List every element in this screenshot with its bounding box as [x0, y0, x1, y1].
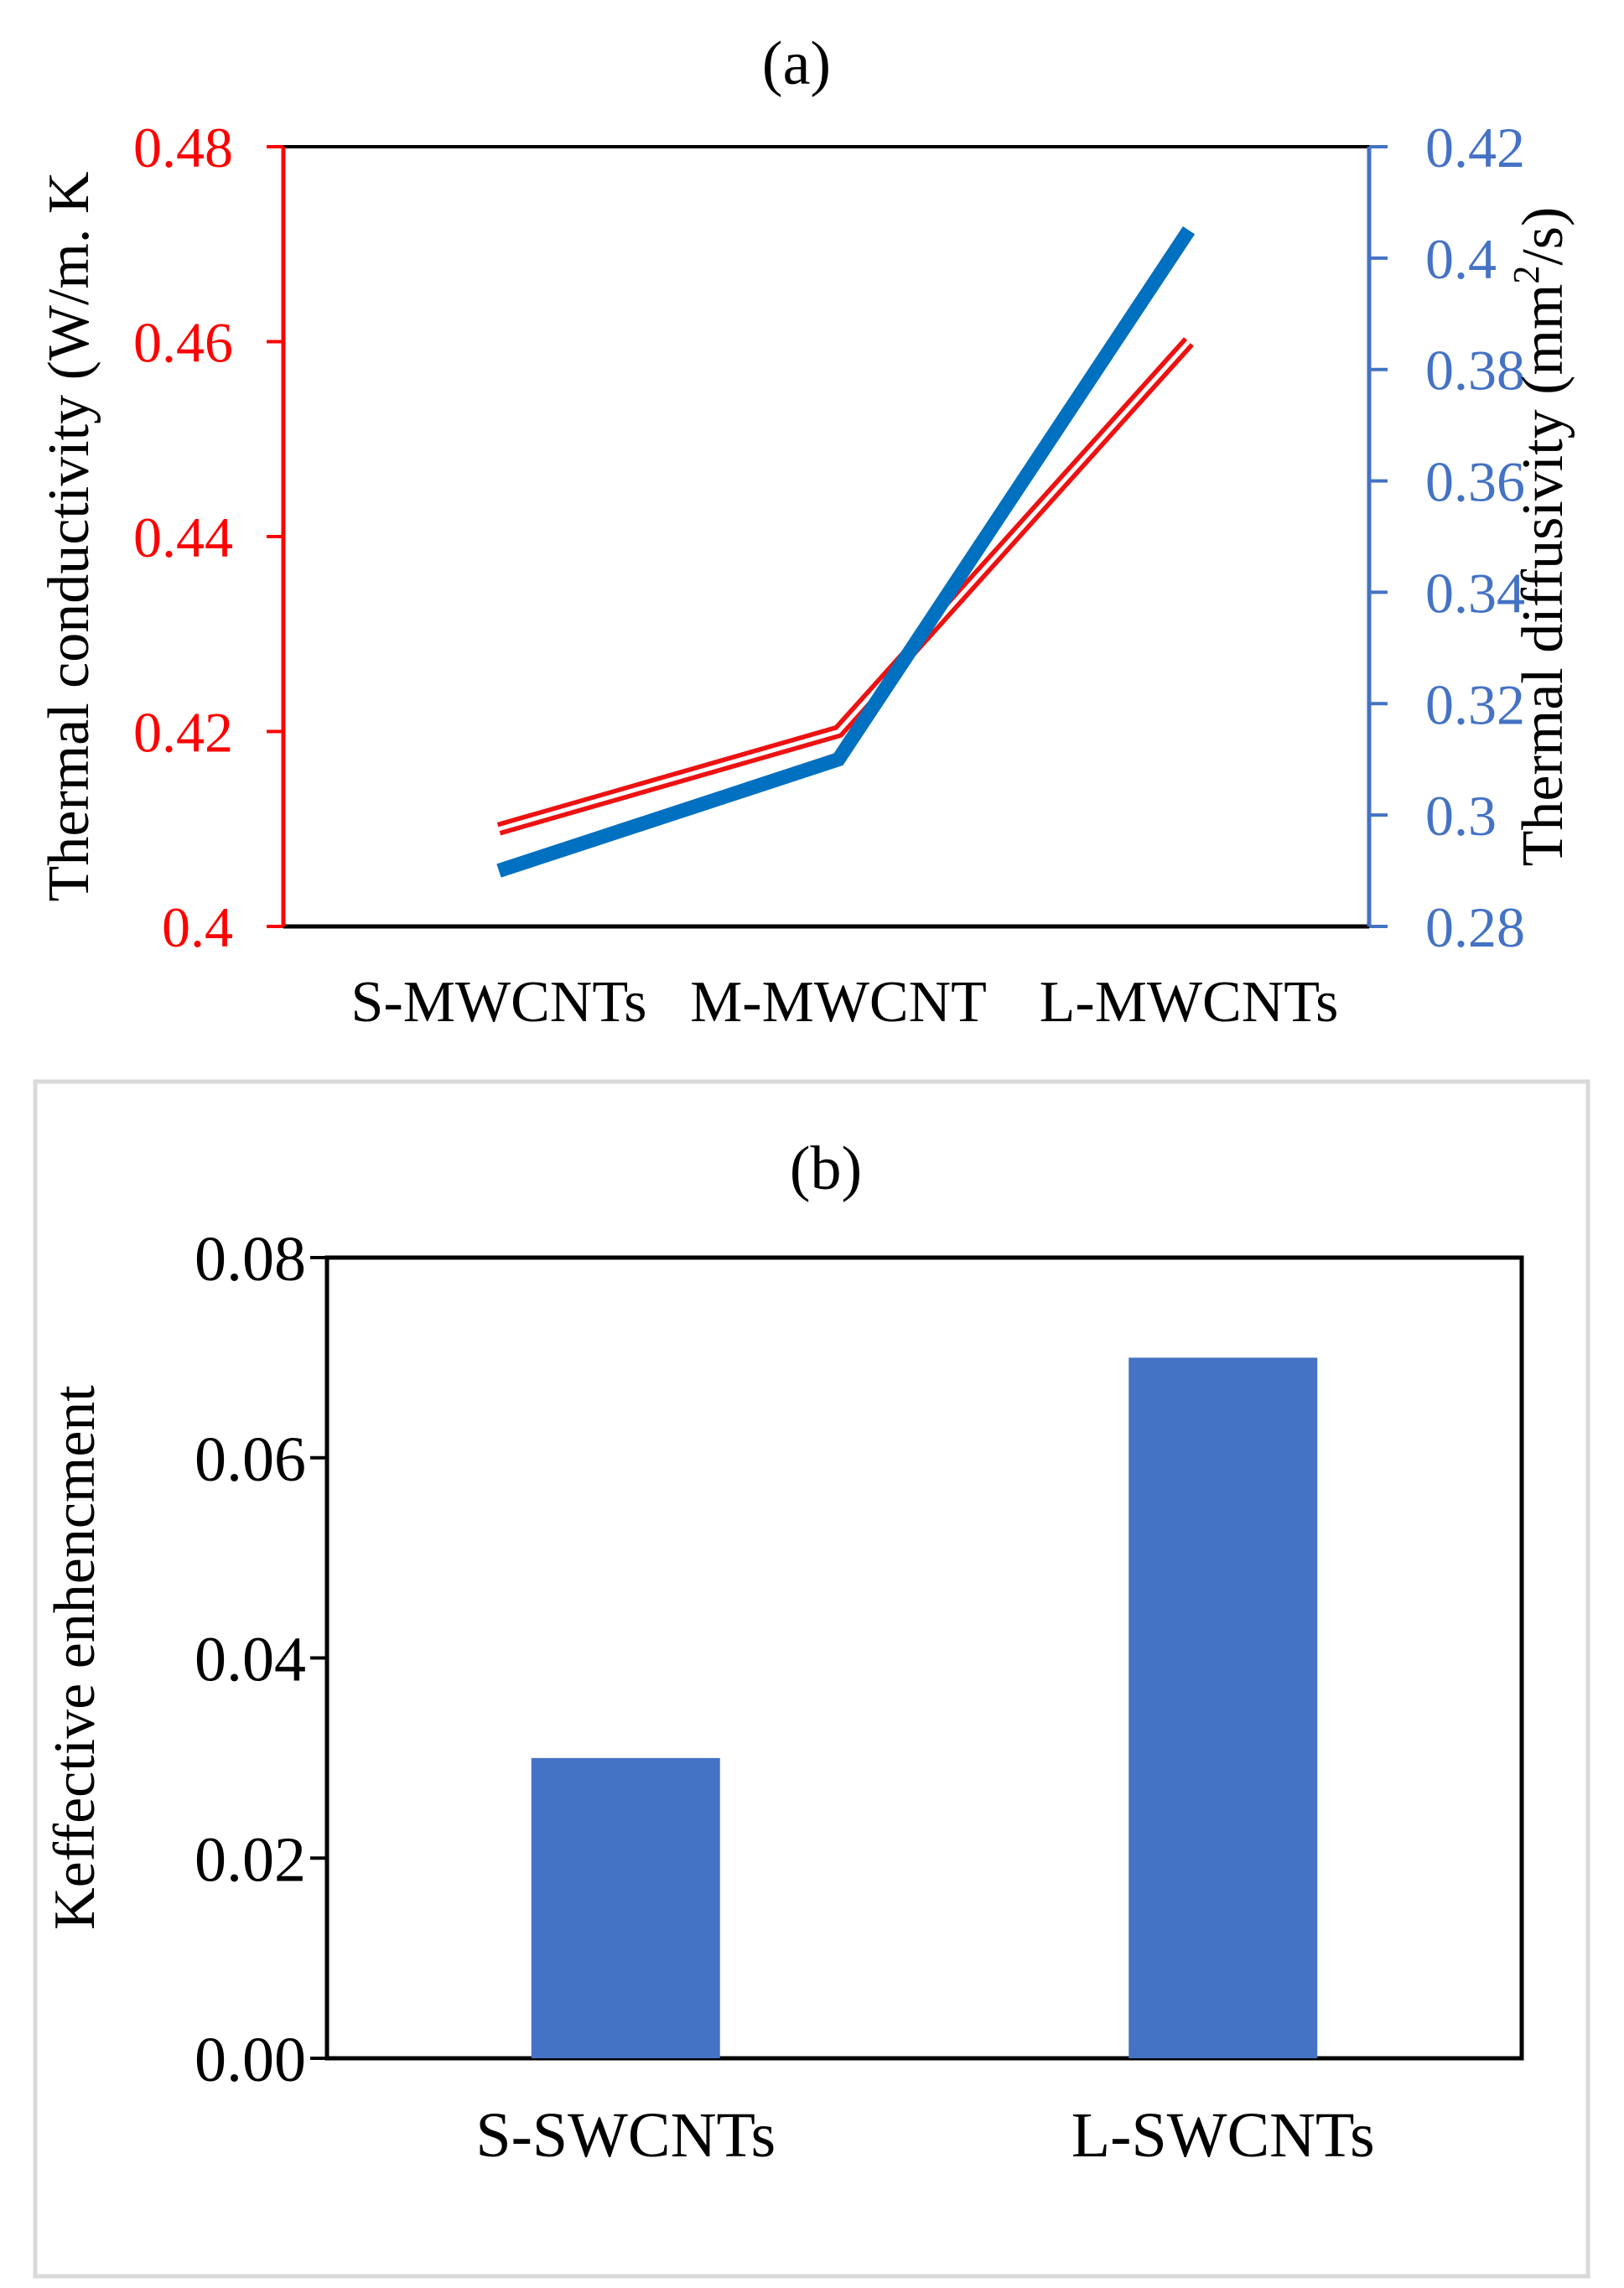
chart-a-right-tick-label: 0.32	[1425, 672, 1525, 736]
chart-a-left-tick-label: 0.48	[133, 116, 233, 179]
chart-a-left-tick-label: 0.46	[133, 311, 233, 375]
chart-a-right-tick-label: 0.36	[1425, 450, 1525, 514]
chart-b-y-tick-label: 0.04	[195, 1625, 306, 1695]
chart-b: (b) 0.00 0.02 0.04 0.06 0.08 S-SWCNTs L-SWCNT…	[33, 1079, 1590, 2279]
chart-a-conductivity-line-inner	[498, 340, 1191, 832]
chart-a-right-axis-label-main: Thermal diffusivity (mm	[1511, 284, 1575, 867]
chart-b-tick-group: 0.00 0.02 0.04 0.06 0.08	[195, 1224, 327, 2095]
chart-a-right-tick-label: 0.3	[1425, 784, 1497, 848]
chart-a-left-tick-group: 0.4 0.42 0.44 0.46 0.48	[133, 116, 283, 959]
chart-b-bar	[1128, 1357, 1318, 2058]
chart-a-right-tick-label: 0.38	[1425, 339, 1525, 402]
chart-b-y-tick-label: 0.00	[195, 2025, 306, 2095]
chart-a-title: (a)	[762, 29, 831, 98]
chart-a-left-tick-label: 0.42	[133, 701, 233, 765]
chart-a-right-tick-label: 0.4	[1425, 227, 1497, 291]
chart-a-category-label: S-MWCNTs	[351, 970, 647, 1035]
chart-b-bar	[531, 1757, 720, 2058]
chart-b-y-axis-label: Keffective enhencment	[43, 1385, 107, 1930]
chart-b-title: (b)	[790, 1134, 862, 1203]
chart-b-category-label: L-SWCNTs	[1071, 2100, 1375, 2171]
chart-a-category-label: L-MWCNTs	[1040, 970, 1339, 1035]
chart-a-diffusivity-line	[496, 226, 1196, 878]
chart-a-category-group: S-MWCNTs M-MWCNT L-MWCNTs	[351, 970, 1339, 1035]
chart-b-y-tick-label: 0.02	[195, 1824, 306, 1895]
chart-b-category-label: S-SWCNTs	[475, 2100, 776, 2171]
chart-b-plot-area	[324, 1255, 1524, 2061]
chart-b-category-group: S-SWCNTs L-SWCNTs	[475, 2100, 1374, 2171]
chart-a-right-axis-label-end: /s)	[1511, 207, 1575, 266]
chart-a-right-tick-group: 0.28 0.3 0.32 0.34 0.36 0.38 0.4 0.42	[1369, 116, 1525, 959]
chart-a-left-axis-label: Thermal conductivity (W/m. K	[37, 172, 101, 902]
chart-a-left-tick-label: 0.4	[162, 895, 233, 959]
chart-a-right-tick-label: 0.42	[1425, 116, 1525, 179]
chart-a-right-axis-label-sup: 2	[1506, 266, 1547, 284]
chart-a-right-tick-label: 0.34	[1425, 561, 1525, 625]
chart-b-frame	[33, 1079, 1590, 2279]
chart-a-right-tick-label: 0.28	[1425, 895, 1525, 959]
chart-b-bar-group	[531, 1357, 1318, 2058]
chart-a-right-axis-label: Thermal diffusivity (mm2/s)	[1506, 207, 1575, 867]
chart-b-y-tick-label: 0.08	[195, 1224, 306, 1294]
chart-a-series-group	[496, 226, 1196, 878]
chart-a-category-label: M-MWCNT	[690, 970, 987, 1035]
chart-b-y-tick-label: 0.06	[195, 1424, 306, 1495]
chart-a-left-tick-label: 0.44	[133, 506, 233, 569]
chart-a: (a) 0.40.420.440.460.48 0.280.30.320.340…	[37, 29, 1575, 1035]
